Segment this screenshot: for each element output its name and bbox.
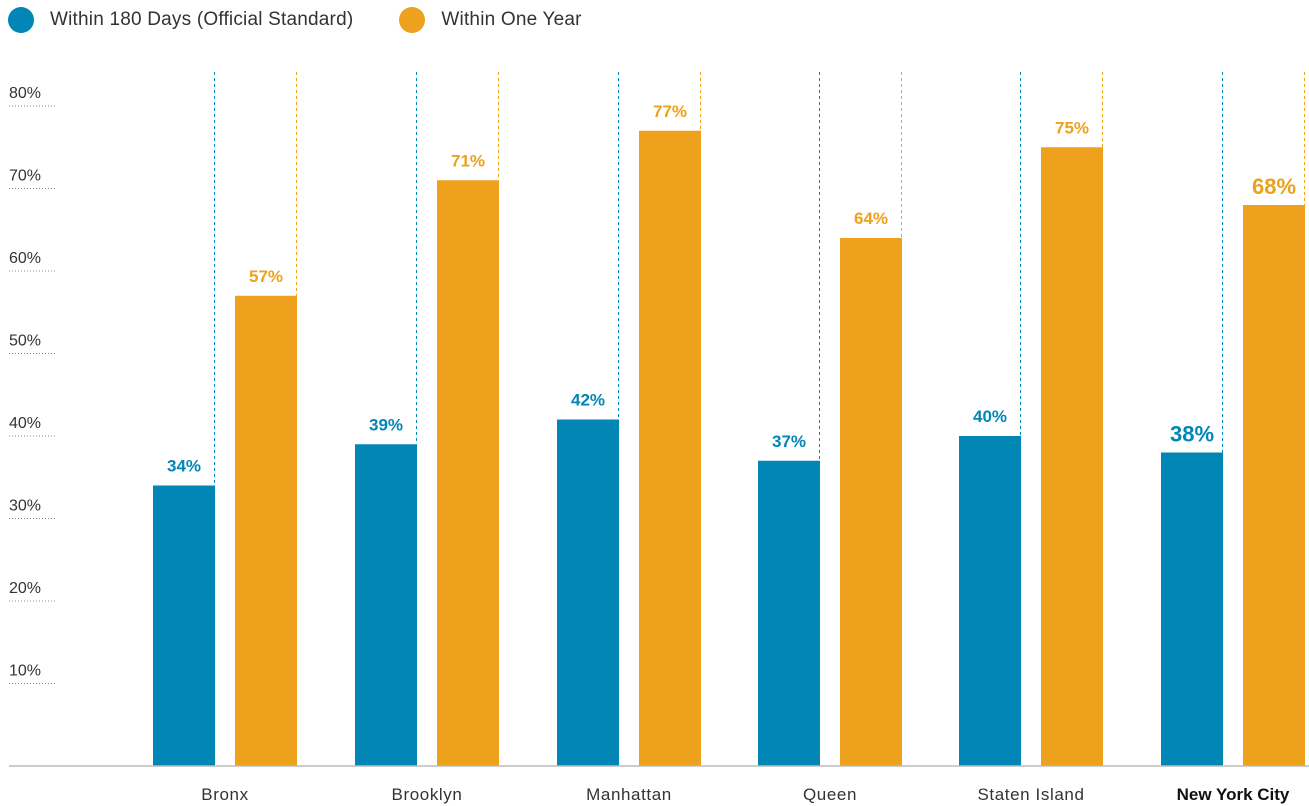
- data-label: 77%: [653, 102, 687, 121]
- bar: [355, 444, 417, 766]
- y-tick-label: 50%: [9, 333, 41, 350]
- x-axis: Bronx Brooklyn Manhattan Queen Staten Island…: [9, 765, 1309, 804]
- bar: [1243, 205, 1305, 766]
- data-label: 37%: [772, 432, 806, 451]
- legend-label-one-year: Within One Year: [441, 9, 582, 30]
- x-tick-label: Queen: [803, 785, 857, 804]
- legend-swatch-180-days: [8, 7, 34, 33]
- bar-guides: [214, 72, 1305, 486]
- data-label: 34%: [167, 457, 201, 476]
- data-label: 71%: [451, 151, 485, 170]
- chart-legend: Within 180 Days (Official Standard) With…: [8, 6, 628, 34]
- bar: [1161, 452, 1223, 766]
- y-tick-label: 30%: [9, 498, 41, 515]
- bar: [235, 295, 297, 766]
- data-label: 75%: [1055, 118, 1089, 137]
- bar: [557, 419, 619, 766]
- data-label: 68%: [1252, 174, 1296, 199]
- data-label: 57%: [249, 267, 283, 286]
- x-tick-label: New York City: [1177, 785, 1290, 804]
- bars: [153, 130, 1305, 766]
- bar: [840, 238, 902, 766]
- data-label: 39%: [369, 415, 403, 434]
- x-tick-label: Brooklyn: [392, 785, 463, 804]
- x-tick-label: Staten Island: [977, 785, 1084, 804]
- y-tick-label: 70%: [9, 168, 41, 185]
- legend-item-180-days: Within 180 Days (Official Standard): [8, 7, 353, 33]
- x-tick-label: Manhattan: [586, 785, 672, 804]
- legend-label-180-days: Within 180 Days (Official Standard): [50, 9, 354, 30]
- bar: [758, 460, 820, 766]
- y-tick-label: 10%: [9, 663, 41, 680]
- legend-swatch-one-year: [399, 7, 426, 33]
- data-labels: 34% 57% 39% 71% 42% 77% 37% 64% 40% 75% 38% 68%: [167, 102, 1296, 476]
- y-tick-label: 60%: [9, 250, 41, 267]
- bar: [959, 436, 1021, 766]
- data-label: 38%: [1170, 422, 1214, 447]
- y-tick-label: 40%: [9, 415, 41, 432]
- data-label: 42%: [571, 391, 605, 410]
- bar: [437, 180, 499, 766]
- bar: [639, 130, 701, 766]
- x-tick-label: Bronx: [201, 785, 248, 804]
- y-tick-label: 80%: [9, 85, 41, 102]
- data-label: 40%: [973, 407, 1007, 426]
- bar: [153, 485, 215, 766]
- y-axis: 10% 20% 30% 40% 50% 60% 70% 80%: [9, 85, 56, 684]
- bar: [1041, 147, 1103, 766]
- y-tick-label: 20%: [9, 580, 41, 597]
- data-label: 64%: [854, 209, 888, 228]
- legend-item-one-year: Within One Year: [399, 7, 582, 33]
